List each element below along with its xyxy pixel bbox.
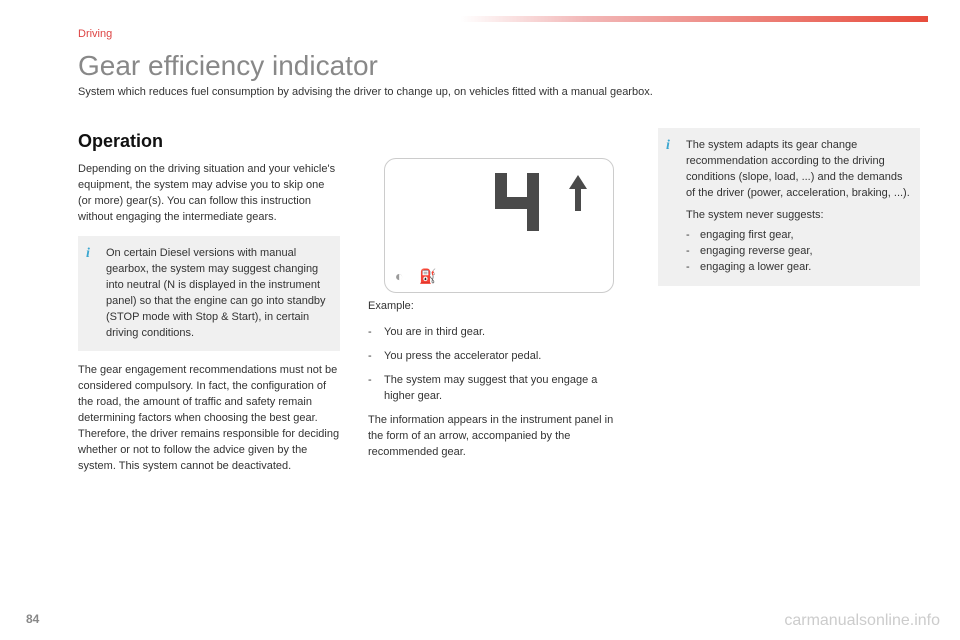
list-item: You press the accelerator pedal. [368,349,630,365]
shift-up-arrow-icon [569,175,587,189]
operation-note: The gear engagement recommendations must… [78,363,340,475]
example-bottom-text: The information appears in the instrumen… [368,413,630,461]
display-footer-icons: ◐ ⛽ [395,266,443,286]
info-never-label: The system never suggests: [686,209,824,221]
gear-number-4-glyph [495,173,559,237]
content-columns: Operation Depending on the driving situa… [78,128,920,485]
info-box-diesel: i On certain Diesel versions with manual… [78,236,340,352]
page-subtitle: System which reduces fuel consumption by… [78,86,653,98]
list-item: engaging first gear, [686,228,910,244]
operation-intro: Depending on the driving situation and y… [78,162,340,226]
info-box-system-adapts: i The system adapts its gear change reco… [658,128,920,286]
example-label: Example: [368,299,630,315]
info-never-list: engaging first gear, engaging reverse ge… [686,228,910,276]
shift-up-arrow-stem [575,189,581,211]
page-number: 84 [26,612,39,626]
info-icon: i [666,136,670,156]
gear-display-illustration: ◐ ⛽ [384,158,614,293]
watermark: carmanualsonline.info [784,612,940,630]
list-item: You are in third gear. [368,325,630,341]
example-list: You are in third gear. You press the acc… [368,325,630,405]
operation-heading: Operation [78,128,340,154]
list-item: engaging a lower gear. [686,260,910,276]
section-label: Driving [78,28,112,40]
page-title: Gear efficiency indicator [78,50,378,82]
list-item: engaging reverse gear, [686,244,910,260]
info-icon: i [86,244,90,264]
column-3: i The system adapts its gear change reco… [658,128,920,485]
column-1: Operation Depending on the driving situa… [78,128,340,485]
info-box-diesel-text: On certain Diesel versions with manual g… [106,247,326,339]
info-adapt-text: The system adapts its gear change recomm… [686,139,910,199]
list-item: The system may suggest that you engage a… [368,373,630,405]
column-2: ◐ ⛽ Example: You are in third gear. You … [368,128,630,485]
header-gradient-line [78,16,928,22]
